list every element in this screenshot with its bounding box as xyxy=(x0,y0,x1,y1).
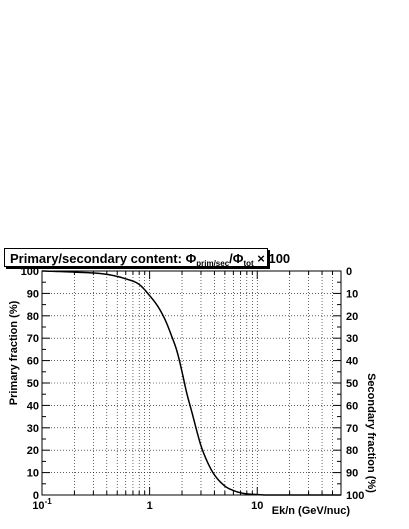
y-axis-label-right: Secondary fraction (%) xyxy=(365,373,377,493)
y-tick-label-right: 60 xyxy=(346,400,358,412)
y-tick-label-right: 0 xyxy=(346,266,352,278)
y-tick-label-left: 10 xyxy=(27,468,39,480)
y-tick-label-right: 40 xyxy=(346,356,358,368)
y-tick-label-right: 80 xyxy=(346,445,358,457)
grid xyxy=(41,271,342,495)
title-prefix: Primary/secondary content: xyxy=(10,251,186,266)
x-tick-label: 10 xyxy=(251,500,263,512)
y-tick-label-right: 30 xyxy=(346,333,358,345)
y-tick-label-left: 0 xyxy=(33,490,39,502)
tick-marks xyxy=(41,270,342,496)
y-tick-label-right: 90 xyxy=(346,468,358,480)
y-tick-label-right: 70 xyxy=(346,423,358,435)
y-tick-label-left: 60 xyxy=(27,356,39,368)
title-slash: / xyxy=(229,251,233,266)
title-denominator-subscript: tot xyxy=(243,259,254,268)
y-tick-label-left: 90 xyxy=(27,288,39,300)
series-group xyxy=(41,270,341,496)
x-tick-label: 10-1 xyxy=(32,497,52,512)
y-axis-label-left: Primary fraction (%) xyxy=(8,300,20,405)
tick-labels: 0102030405060708090100100908070605040302… xyxy=(21,266,365,512)
y-tick-label-right: 10 xyxy=(346,288,358,300)
y-tick-label-left: 80 xyxy=(27,311,39,323)
x-axis-label: Ek/n (GeV/nuc) xyxy=(272,505,351,517)
y-tick-label-left: 70 xyxy=(27,333,39,345)
y-tick-label-left: 50 xyxy=(27,378,39,390)
title-numerator-subscript: prim/sec xyxy=(196,259,230,268)
series-line xyxy=(41,270,341,496)
y-tick-label-right: 100 xyxy=(346,490,364,502)
title-suffix: × 100 xyxy=(253,251,291,266)
y-tick-label-left: 100 xyxy=(21,266,39,278)
title-phi-numerator: Φ xyxy=(185,251,197,266)
y-tick-label-right: 20 xyxy=(346,311,358,323)
y-tick-label-left: 30 xyxy=(27,423,39,435)
x-tick-label: 1 xyxy=(147,500,153,512)
y-tick-label-right: 50 xyxy=(346,378,358,390)
y-tick-label-left: 20 xyxy=(27,445,39,457)
chart-title: Primary/secondary content: Φprim/sec/Φto… xyxy=(4,248,290,268)
title-phi-denominator: Φ xyxy=(232,251,244,266)
plot-frame xyxy=(41,270,342,496)
y-tick-label-left: 40 xyxy=(27,400,39,412)
x-tick-exponent: -1 xyxy=(45,497,53,506)
